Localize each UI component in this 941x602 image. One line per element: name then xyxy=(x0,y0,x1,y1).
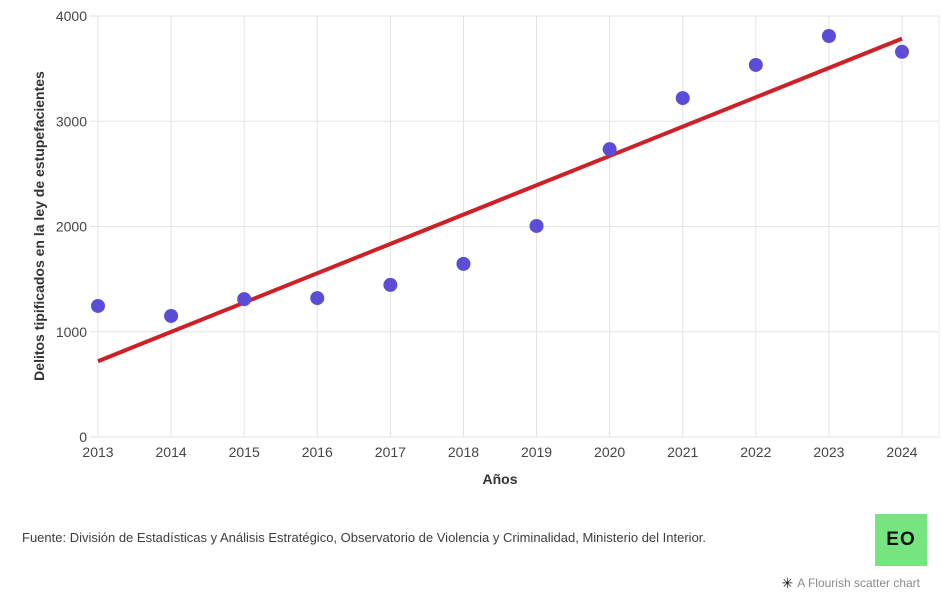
y-tick-label: 2000 xyxy=(56,219,87,235)
scatter-point[interactable] xyxy=(310,291,325,306)
x-tick-label: 2020 xyxy=(594,444,625,460)
x-tick-label: 2018 xyxy=(448,444,479,460)
x-axis-title: Años xyxy=(483,471,518,487)
scatter-point[interactable] xyxy=(383,277,398,292)
x-tick-label: 2013 xyxy=(82,444,113,460)
scatter-point[interactable] xyxy=(602,142,617,157)
scatter-point[interactable] xyxy=(748,57,763,72)
y-tick-label: 4000 xyxy=(56,8,87,24)
y-tick-label: 3000 xyxy=(56,113,87,129)
publisher-logo[interactable]: EO xyxy=(875,514,927,566)
y-tick-label: 1000 xyxy=(56,324,87,340)
scatter-point[interactable] xyxy=(237,292,252,307)
y-axis-title: Delitos tipificados en la ley de estupef… xyxy=(31,71,47,381)
scatter-point[interactable] xyxy=(164,308,179,323)
x-tick-label: 2016 xyxy=(302,444,333,460)
x-tick-label: 2022 xyxy=(740,444,771,460)
x-tick-label: 2019 xyxy=(521,444,552,460)
trend-line xyxy=(97,36,903,364)
publisher-logo-text: EO xyxy=(886,529,916,550)
scatter-point[interactable] xyxy=(91,298,105,313)
flourish-icon: ✳ xyxy=(781,575,794,591)
flourish-attribution-label: A Flourish scatter chart xyxy=(797,576,920,590)
flourish-attribution[interactable]: ✳ A Flourish scatter chart xyxy=(782,576,920,590)
scatter-chart: 0 1000 2000 3000 4000 2013 2014 2015 2016 2017 201… xyxy=(31,8,940,487)
x-tick-label: 2024 xyxy=(886,444,917,460)
x-tick-label: 2017 xyxy=(375,444,406,460)
x-tick-label: 2021 xyxy=(667,444,698,460)
source-text: Fuente: División de Estadísticas y Análi… xyxy=(22,530,707,545)
scatter-point[interactable] xyxy=(675,91,690,106)
x-tick-label: 2023 xyxy=(813,444,844,460)
scatter-point[interactable] xyxy=(529,218,544,233)
x-tick-label: 2015 xyxy=(229,444,260,460)
scatter-point[interactable] xyxy=(456,256,471,271)
scatter-point[interactable] xyxy=(895,44,909,59)
y-tick-label: 0 xyxy=(79,429,87,445)
scatter-point[interactable] xyxy=(821,28,836,43)
x-tick-label: 2014 xyxy=(156,444,187,460)
